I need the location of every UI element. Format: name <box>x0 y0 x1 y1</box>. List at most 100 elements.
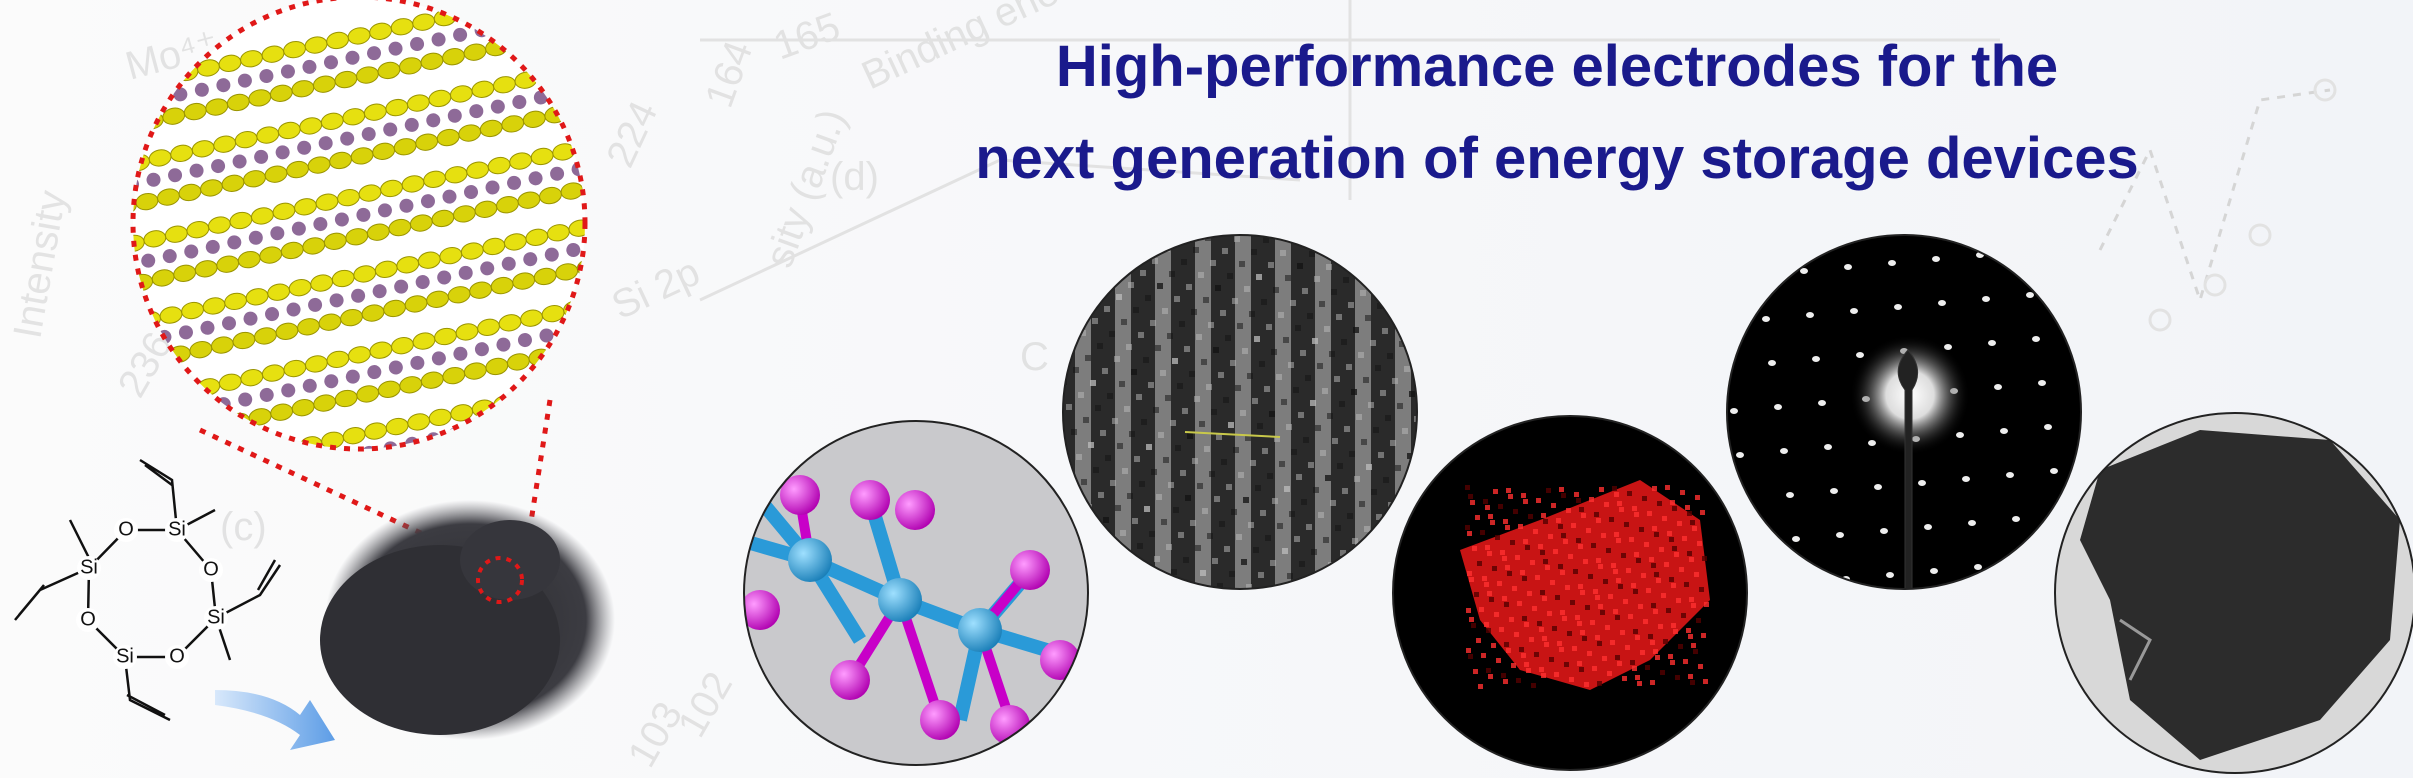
speckle <box>1550 580 1555 585</box>
metal-atom <box>334 212 349 227</box>
noise <box>1131 369 1137 375</box>
metal-atom <box>533 90 548 105</box>
metal-atom <box>340 131 355 146</box>
speckle <box>1536 498 1541 503</box>
diffraction-spot <box>1982 296 1990 302</box>
speckle <box>1485 545 1490 550</box>
speckle <box>1669 577 1674 582</box>
speckle <box>1608 594 1613 599</box>
noise <box>1284 486 1290 492</box>
metal-atom <box>324 374 339 389</box>
speckle <box>1565 585 1570 590</box>
noise <box>1076 454 1082 460</box>
speckle <box>1494 612 1499 617</box>
noise <box>1122 468 1128 474</box>
metal-atom <box>254 149 269 164</box>
noise <box>1144 506 1150 512</box>
metal-atom <box>453 27 468 42</box>
noise <box>1078 392 1084 398</box>
speckle <box>1496 658 1501 663</box>
metal-atom <box>377 203 392 218</box>
metal-atom <box>265 307 280 322</box>
speckle <box>1577 661 1582 666</box>
noise <box>1093 467 1099 473</box>
speckle <box>1530 560 1535 565</box>
noise <box>1341 339 1347 345</box>
noise <box>1323 537 1329 543</box>
noise <box>1140 270 1146 276</box>
noise <box>1165 395 1171 401</box>
noise <box>1380 390 1386 396</box>
lattice-fringe <box>1155 235 1171 589</box>
noise <box>1267 473 1273 479</box>
metal-atom <box>281 383 296 398</box>
noise <box>1225 335 1231 341</box>
noise <box>1180 470 1186 476</box>
speckle <box>1566 508 1571 513</box>
noise <box>1414 416 1417 422</box>
metal-atom <box>410 355 425 370</box>
noise <box>1193 247 1199 253</box>
speckle <box>1632 506 1637 511</box>
diffraction-spot <box>1830 488 1838 494</box>
speckle <box>1543 559 1548 564</box>
noise <box>1115 505 1121 511</box>
atom-bg <box>165 645 189 669</box>
diffraction-spot <box>1962 476 1970 482</box>
speckle <box>1515 555 1520 560</box>
metal-atom <box>313 217 328 232</box>
speckle <box>1513 509 1518 514</box>
diffraction-spot <box>1938 300 1946 306</box>
metal-atom <box>383 122 398 137</box>
diffraction-spot <box>1894 304 1902 310</box>
diffraction-spot <box>1886 572 1894 578</box>
speckle <box>1615 615 1620 620</box>
speckle <box>1674 552 1679 557</box>
speckle <box>1650 640 1655 645</box>
speckle <box>1475 515 1480 520</box>
noise <box>1124 406 1130 412</box>
speckle <box>1660 670 1665 675</box>
noise <box>1196 334 1202 340</box>
metal-atom <box>474 342 489 357</box>
noise <box>1402 428 1408 434</box>
noise <box>1347 513 1353 519</box>
noise <box>1230 360 1236 366</box>
metal-atom <box>237 73 252 88</box>
noise <box>1184 346 1190 352</box>
noise <box>1238 472 1244 478</box>
speckle <box>1672 506 1677 511</box>
speckle <box>1625 645 1630 650</box>
metal-atom <box>480 261 495 276</box>
speckle <box>1686 628 1691 633</box>
speckle <box>1540 550 1545 555</box>
atom-label: Si <box>80 556 98 578</box>
noise <box>1294 536 1300 542</box>
speckle <box>1511 663 1516 668</box>
speckle <box>1498 504 1503 509</box>
noise <box>1378 452 1384 458</box>
speckle <box>1524 662 1529 667</box>
speckle <box>1687 551 1692 556</box>
speckle <box>1675 675 1680 680</box>
speckle <box>1629 537 1634 542</box>
speckle <box>1478 684 1483 689</box>
noise <box>1237 323 1243 329</box>
noise <box>1302 288 1308 294</box>
noise <box>1095 405 1101 411</box>
diffraction-spot <box>1836 532 1844 538</box>
speckle <box>1639 527 1644 532</box>
speckle <box>1666 608 1671 613</box>
noise <box>1191 309 1197 315</box>
noise <box>1127 493 1133 499</box>
speckle <box>1544 642 1549 647</box>
noise <box>1138 332 1144 338</box>
noise <box>1228 422 1234 428</box>
speckle <box>1580 630 1585 635</box>
metal-atom <box>275 145 290 160</box>
metal-atom <box>248 230 263 245</box>
title-line: next generation of energy storage device… <box>975 126 2139 191</box>
noise <box>1274 436 1280 442</box>
speckle <box>1663 639 1668 644</box>
noise <box>1090 380 1096 386</box>
